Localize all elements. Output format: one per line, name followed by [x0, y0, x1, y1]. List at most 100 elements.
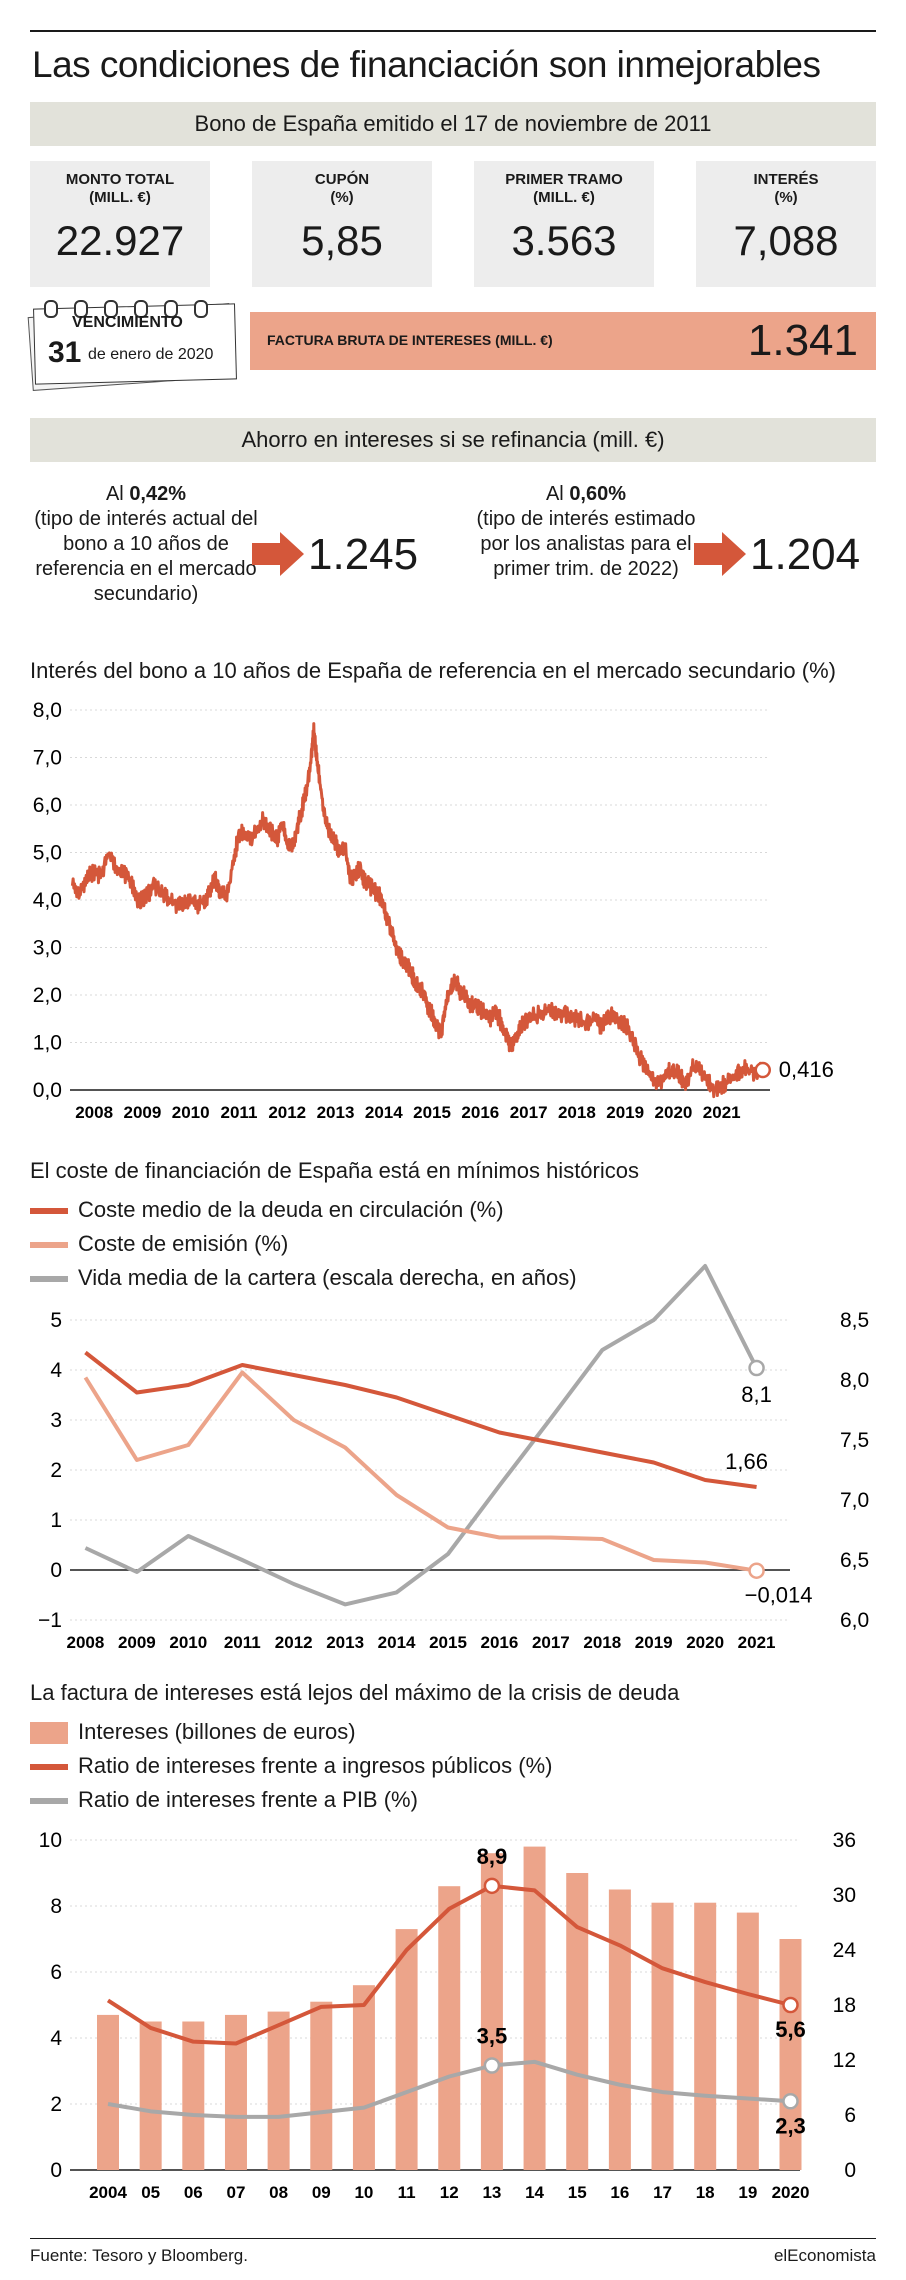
legend-swatch	[30, 1208, 68, 1215]
x-tick-label: 17	[653, 2183, 672, 2202]
stat-value: 3.563	[511, 217, 617, 264]
arrow-right-icon	[694, 532, 746, 576]
x-tick-label: 11	[398, 2183, 416, 2202]
end-value-label: 0,416	[779, 1057, 834, 1082]
vencimiento-date: de enero de 2020	[88, 346, 214, 363]
vencimiento-calendar: VENCIMIENTO 31 de enero de 2020	[27, 300, 238, 391]
y-left-tick-label: 8	[50, 1895, 62, 1918]
stat-cupon: CUPÓN (%) 5,85	[252, 161, 432, 287]
factura-label: FACTURA BRUTA DE INTERESES (MILL. €)	[267, 332, 553, 348]
series-line	[106, 1883, 791, 2046]
y-left-tick-label: 0	[50, 2159, 62, 2182]
end-point-marker	[754, 1061, 772, 1079]
bar	[182, 2021, 205, 2170]
bar	[779, 1939, 802, 2170]
y-right-tick-label: 0	[844, 2159, 856, 2182]
y-right-tick-label: 36	[833, 1829, 856, 1852]
series-line	[83, 1370, 757, 1573]
legend-swatch	[30, 1798, 68, 1805]
y-left-tick-label: 5	[50, 1309, 62, 1332]
y-left-tick-label: 4	[50, 1359, 62, 1382]
calendar-ring	[134, 300, 148, 318]
bar	[97, 2014, 119, 2170]
y-tick-label: 1,0	[33, 1032, 62, 1055]
x-tick-label: 2013	[326, 1633, 364, 1652]
x-tick-label: 2009	[118, 1633, 156, 1652]
page-title: Las condiciones de financiación son inme…	[32, 44, 821, 85]
chart1-title: Interés del bono a 10 años de España de …	[30, 658, 836, 683]
x-tick-label: 2017	[532, 1633, 570, 1652]
series-line	[84, 1350, 757, 1489]
stat-value: 5,85	[301, 217, 383, 264]
bar	[480, 1853, 503, 2170]
x-tick-label: 2020	[686, 1633, 724, 1652]
y-right-tick-label: 7,0	[840, 1489, 869, 1512]
x-tick-label: 2012	[268, 1103, 306, 1122]
end-value-label: 1,66	[725, 1449, 768, 1474]
y-left-tick-label: −1	[38, 1609, 62, 1632]
legend-item: Ratio de intereses frente a PIB (%)	[30, 1786, 418, 1814]
ahorro-band: Ahorro en intereses si se refinancia (mi…	[30, 418, 876, 462]
x-tick-label: 2019	[635, 1633, 673, 1652]
value-label: 3,5	[477, 2024, 508, 2049]
vencimiento-day: 31	[48, 336, 82, 369]
bar	[395, 1929, 418, 2170]
saving-value-2: 1.204	[750, 530, 861, 579]
bar	[566, 1873, 589, 2170]
y-right-tick-label: 6	[844, 2104, 856, 2127]
x-tick-label: 2016	[481, 1633, 519, 1652]
x-tick-label: 13	[482, 2183, 501, 2202]
saving-rate: 0,60%	[569, 483, 627, 505]
yield-series-line	[70, 722, 765, 1099]
x-tick-label: 2008	[67, 1633, 105, 1652]
point-marker	[483, 2057, 501, 2074]
stat-value: 22.927	[55, 217, 185, 264]
x-tick-label: 06	[184, 2183, 203, 2202]
y-left-tick-label: 10	[39, 1829, 62, 1852]
series-line	[84, 1264, 759, 1607]
x-tick-label: 2020	[655, 1103, 693, 1122]
calendar-ring	[44, 300, 58, 318]
bar	[224, 2014, 247, 2170]
x-tick-label: 14	[525, 2183, 544, 2202]
y-right-tick-label: 30	[833, 1884, 856, 1907]
x-tick-label: 2004	[89, 2183, 127, 2202]
legend-swatch	[30, 1722, 68, 1745]
x-tick-label: 2014	[378, 1633, 416, 1652]
x-tick-label: 2018	[558, 1103, 596, 1122]
y-tick-label: 0,0	[33, 1079, 62, 1102]
stat-primer-tramo: PRIMER TRAMO (MILL. €) 3.563	[474, 161, 654, 287]
point-marker	[782, 1996, 799, 2014]
series-line	[107, 2059, 791, 2119]
x-tick-label: 12	[440, 2183, 459, 2202]
stat-label: MONTO TOTAL (MILL. €)	[65, 171, 175, 206]
saving-desc: (tipo de interés estimado por los analis…	[476, 508, 696, 580]
y-right-tick-label: 8,0	[840, 1369, 869, 1392]
saving-prefix: Al	[545, 483, 570, 505]
stat-value: 7,088	[733, 217, 839, 264]
bar	[352, 1985, 375, 2170]
stat-label: INTERÉS (%)	[753, 171, 819, 206]
x-tick-label: 2016	[461, 1103, 499, 1122]
bar	[267, 2011, 290, 2170]
y-left-tick-label: 2	[50, 1459, 62, 1482]
bar	[736, 1912, 759, 2170]
saving-text-2: Al 0,60% (tipo de interés estimado por l…	[470, 482, 702, 582]
point-marker	[483, 1877, 501, 1895]
x-tick-label: 19	[738, 2183, 757, 2202]
legend-item: Coste medio de la deuda en circulación (…	[30, 1196, 504, 1224]
value-label: 5,6	[775, 2017, 806, 2042]
saving-value-1: 1.245	[308, 530, 419, 579]
x-tick-label: 05	[141, 2183, 160, 2202]
bar	[694, 1902, 717, 2170]
y-right-tick-label: 12	[833, 2049, 856, 2072]
chart2-cost-lines: −1 0 1 2 3 4 5 6,0 6,5 7,0 7,5 8,0 8,5 2008 2009 2010 20…	[38, 1264, 869, 1652]
stat-label: CUPÓN (%)	[314, 171, 370, 206]
bar	[523, 1846, 546, 2170]
x-tick-label: 2019	[606, 1103, 644, 1122]
x-tick-label: 2018	[583, 1633, 621, 1652]
stat-label: PRIMER TRAMO (MILL. €)	[505, 171, 623, 206]
y-right-tick-label: 7,5	[840, 1429, 869, 1452]
value-label: 2,3	[775, 2113, 806, 2138]
